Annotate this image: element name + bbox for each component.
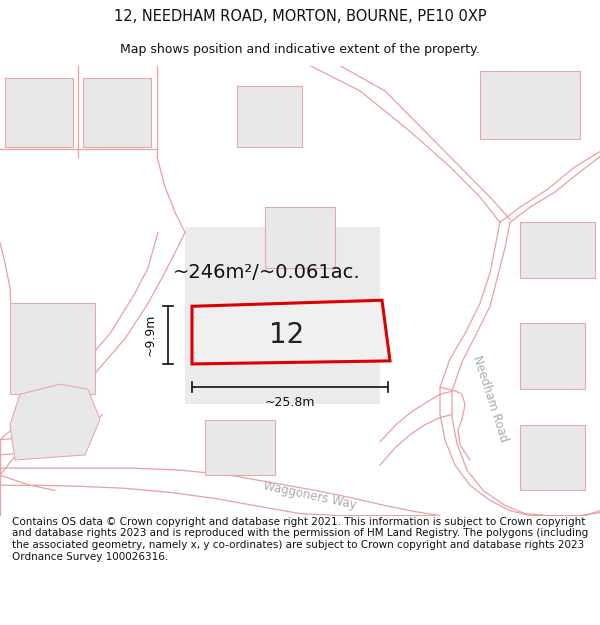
Text: ~9.9m: ~9.9m bbox=[143, 314, 157, 356]
FancyBboxPatch shape bbox=[520, 324, 585, 389]
Text: Needham Road: Needham Road bbox=[470, 354, 510, 444]
Text: ~25.8m: ~25.8m bbox=[265, 396, 315, 409]
Text: Contains OS data © Crown copyright and database right 2021. This information is : Contains OS data © Crown copyright and d… bbox=[12, 517, 588, 562]
Text: 12, NEEDHAM ROAD, MORTON, BOURNE, PE10 0XP: 12, NEEDHAM ROAD, MORTON, BOURNE, PE10 0… bbox=[113, 9, 487, 24]
Text: 12: 12 bbox=[269, 321, 305, 349]
Text: ~246m²/~0.061ac.: ~246m²/~0.061ac. bbox=[173, 263, 361, 282]
FancyBboxPatch shape bbox=[520, 424, 585, 491]
FancyBboxPatch shape bbox=[480, 71, 580, 139]
FancyBboxPatch shape bbox=[10, 303, 95, 394]
Text: Map shows position and indicative extent of the property.: Map shows position and indicative extent… bbox=[120, 42, 480, 56]
FancyBboxPatch shape bbox=[83, 78, 151, 146]
Text: Waggoners Way: Waggoners Way bbox=[262, 479, 358, 512]
FancyBboxPatch shape bbox=[237, 86, 302, 146]
FancyBboxPatch shape bbox=[5, 78, 73, 146]
FancyBboxPatch shape bbox=[185, 228, 380, 404]
FancyBboxPatch shape bbox=[520, 222, 595, 278]
Polygon shape bbox=[192, 300, 390, 364]
Polygon shape bbox=[10, 384, 100, 460]
FancyBboxPatch shape bbox=[265, 208, 335, 268]
FancyBboxPatch shape bbox=[205, 419, 275, 475]
